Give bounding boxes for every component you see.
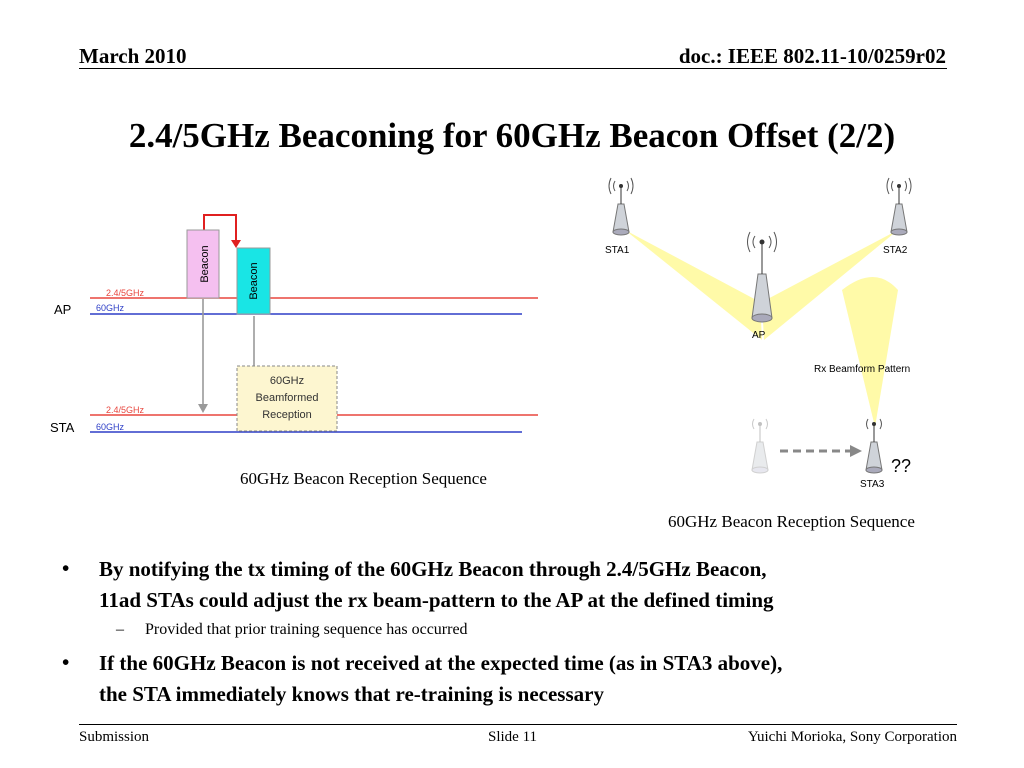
- beacon-timing-diagram: AP STA 2.4/5GHz 60GHz 2.4/5GHz 60GHz 60G…: [50, 214, 538, 435]
- sta3-label: STA3: [860, 479, 885, 490]
- sta1-label: STA1: [605, 245, 630, 256]
- bullet-marker-1: •: [62, 556, 70, 580]
- footer-slide-number: Slide 11: [488, 729, 538, 745]
- beacon-24-arrow-head: [198, 404, 208, 413]
- beam-ap-sta2: [762, 230, 898, 340]
- footer-submission: Submission: [79, 729, 150, 745]
- footer-author: Yuichi Morioka, Sony Corporation: [747, 729, 957, 745]
- bullet-1-line-1: By notifying the tx timing of the 60GHz …: [99, 557, 767, 581]
- footer-divider: [79, 724, 957, 725]
- bullet-2-line-2: the STA immediately knows that re-traini…: [99, 682, 604, 706]
- reception-line-2: Beamformed: [256, 392, 319, 404]
- reception-box: [236, 365, 338, 432]
- sta1-antenna-icon: [608, 177, 634, 236]
- beacon-60-box: [236, 247, 271, 315]
- bullet-2-line-1: If the 60GHz Beacon is not received at t…: [99, 651, 783, 675]
- ap-band-60-label: 60GHz: [96, 303, 125, 313]
- bullet-marker-2: •: [62, 650, 70, 674]
- sta-band-24-label: 2.4/5GHz: [106, 405, 145, 415]
- offset-arrow: [203, 214, 237, 242]
- sta-label: STA: [50, 420, 75, 435]
- sub-bullet-1: Provided that prior training sequence ha…: [145, 621, 468, 638]
- rx-pattern-label: Rx Beamform Pattern: [814, 364, 910, 375]
- ap-label: AP: [54, 302, 71, 317]
- beacon-24-box: [186, 229, 220, 299]
- reception-line-3: Reception: [262, 409, 312, 421]
- header-date: March 2010: [79, 44, 187, 68]
- header-doc-id: doc.: IEEE 802.11-10/0259r02: [678, 44, 946, 68]
- beacon-60-label: Beacon: [248, 262, 260, 299]
- sta-band-60-label: 60GHz: [96, 422, 125, 432]
- offset-arrow-head: [231, 240, 241, 248]
- bullet-1: By notifying the tx timing of the 60GHz …: [99, 554, 774, 616]
- ap-band-24-label: 2.4/5GHz: [106, 288, 145, 298]
- slide-title: 2.4/5GHz Beaconing for 60GHz Beacon Offs…: [128, 116, 896, 155]
- bullet-2: If the 60GHz Beacon is not received at t…: [99, 648, 782, 710]
- sta2-label: STA2: [883, 245, 908, 256]
- reception-line-1: 60GHz: [270, 375, 304, 387]
- right-caption: 60GHz Beacon Reception Sequence: [668, 512, 915, 531]
- faded-sta-icon: [751, 418, 769, 474]
- beamforming-network-diagram: STA1 STA2 AP Rx Beamform Pattern ?? S: [605, 177, 912, 490]
- bullet-1-line-2: 11ad STAs could adjust the rx beam-patte…: [99, 588, 774, 612]
- ap-antenna-icon: [747, 231, 777, 323]
- sta3-antenna-icon: [865, 418, 883, 474]
- sta2-antenna-icon: [886, 177, 912, 236]
- ap-node-label: AP: [752, 330, 766, 341]
- move-arrow-head: [850, 445, 862, 457]
- header-divider: [79, 68, 947, 69]
- rx-beam-sta3: [842, 277, 898, 427]
- unknown-mark: ??: [891, 456, 911, 476]
- beacon-24-label: Beacon: [199, 245, 211, 282]
- left-caption: 60GHz Beacon Reception Sequence: [240, 469, 487, 488]
- sub-bullet-marker: –: [116, 621, 124, 638]
- beam-ap-sta1: [625, 230, 762, 340]
